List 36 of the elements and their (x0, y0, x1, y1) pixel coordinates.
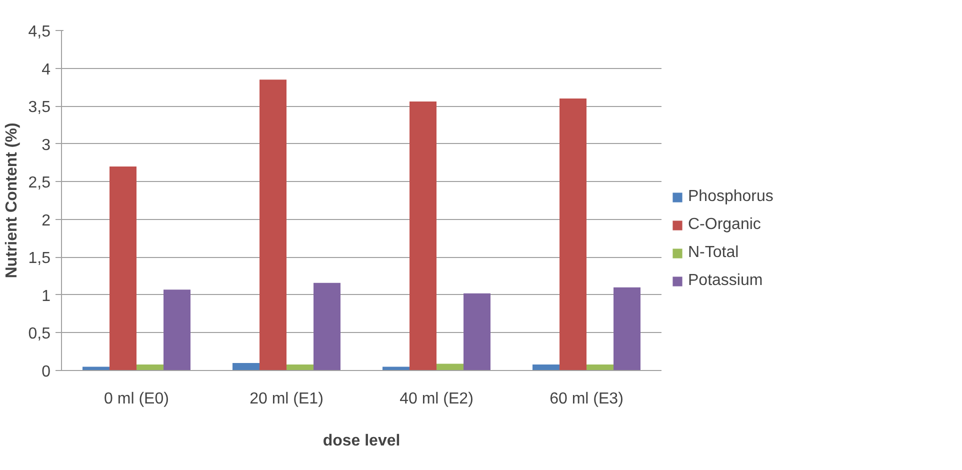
x-tick-label: 60 ml (E3) (550, 390, 624, 408)
legend-label: Phosphorus (688, 188, 774, 206)
x-tick-label: 40 ml (E2) (400, 390, 474, 408)
x-tick-label: 0 ml (E0) (104, 390, 169, 408)
bar (260, 80, 286, 370)
bar (382, 366, 410, 370)
x-axis-title: dose level (322, 432, 400, 450)
bar (410, 102, 436, 370)
bar (136, 364, 164, 370)
bar (232, 362, 260, 370)
y-axis-title: Nutrient Content (%) (3, 122, 20, 278)
bar (436, 364, 464, 370)
bar (286, 364, 314, 370)
bar (82, 366, 110, 370)
y-tick-label: 4 (42, 61, 51, 78)
y-tick-label: 3,5 (28, 99, 51, 116)
y-tick-label: 1,5 (28, 250, 51, 268)
legend-label: Potassium (688, 272, 763, 290)
bar (464, 293, 490, 370)
bar (532, 364, 560, 370)
y-tick-label: 0 (42, 364, 51, 380)
bar (586, 364, 614, 370)
y-tick-label: 2,5 (28, 174, 51, 192)
bar (164, 290, 190, 370)
y-tick-label: 2 (42, 212, 51, 230)
bar (110, 166, 136, 370)
y-tick-label: 4,5 (28, 24, 51, 40)
bar (560, 98, 586, 370)
bar (614, 287, 640, 370)
bar (314, 282, 340, 370)
x-tick-label: 20 ml (E1) (250, 390, 324, 408)
y-tick-label: 3 (42, 136, 51, 154)
legend-label: C-Organic (688, 216, 761, 234)
y-tick-label: 1 (42, 288, 51, 305)
legend-label: N-Total (688, 244, 739, 262)
y-tick-label: 0,5 (28, 326, 51, 343)
